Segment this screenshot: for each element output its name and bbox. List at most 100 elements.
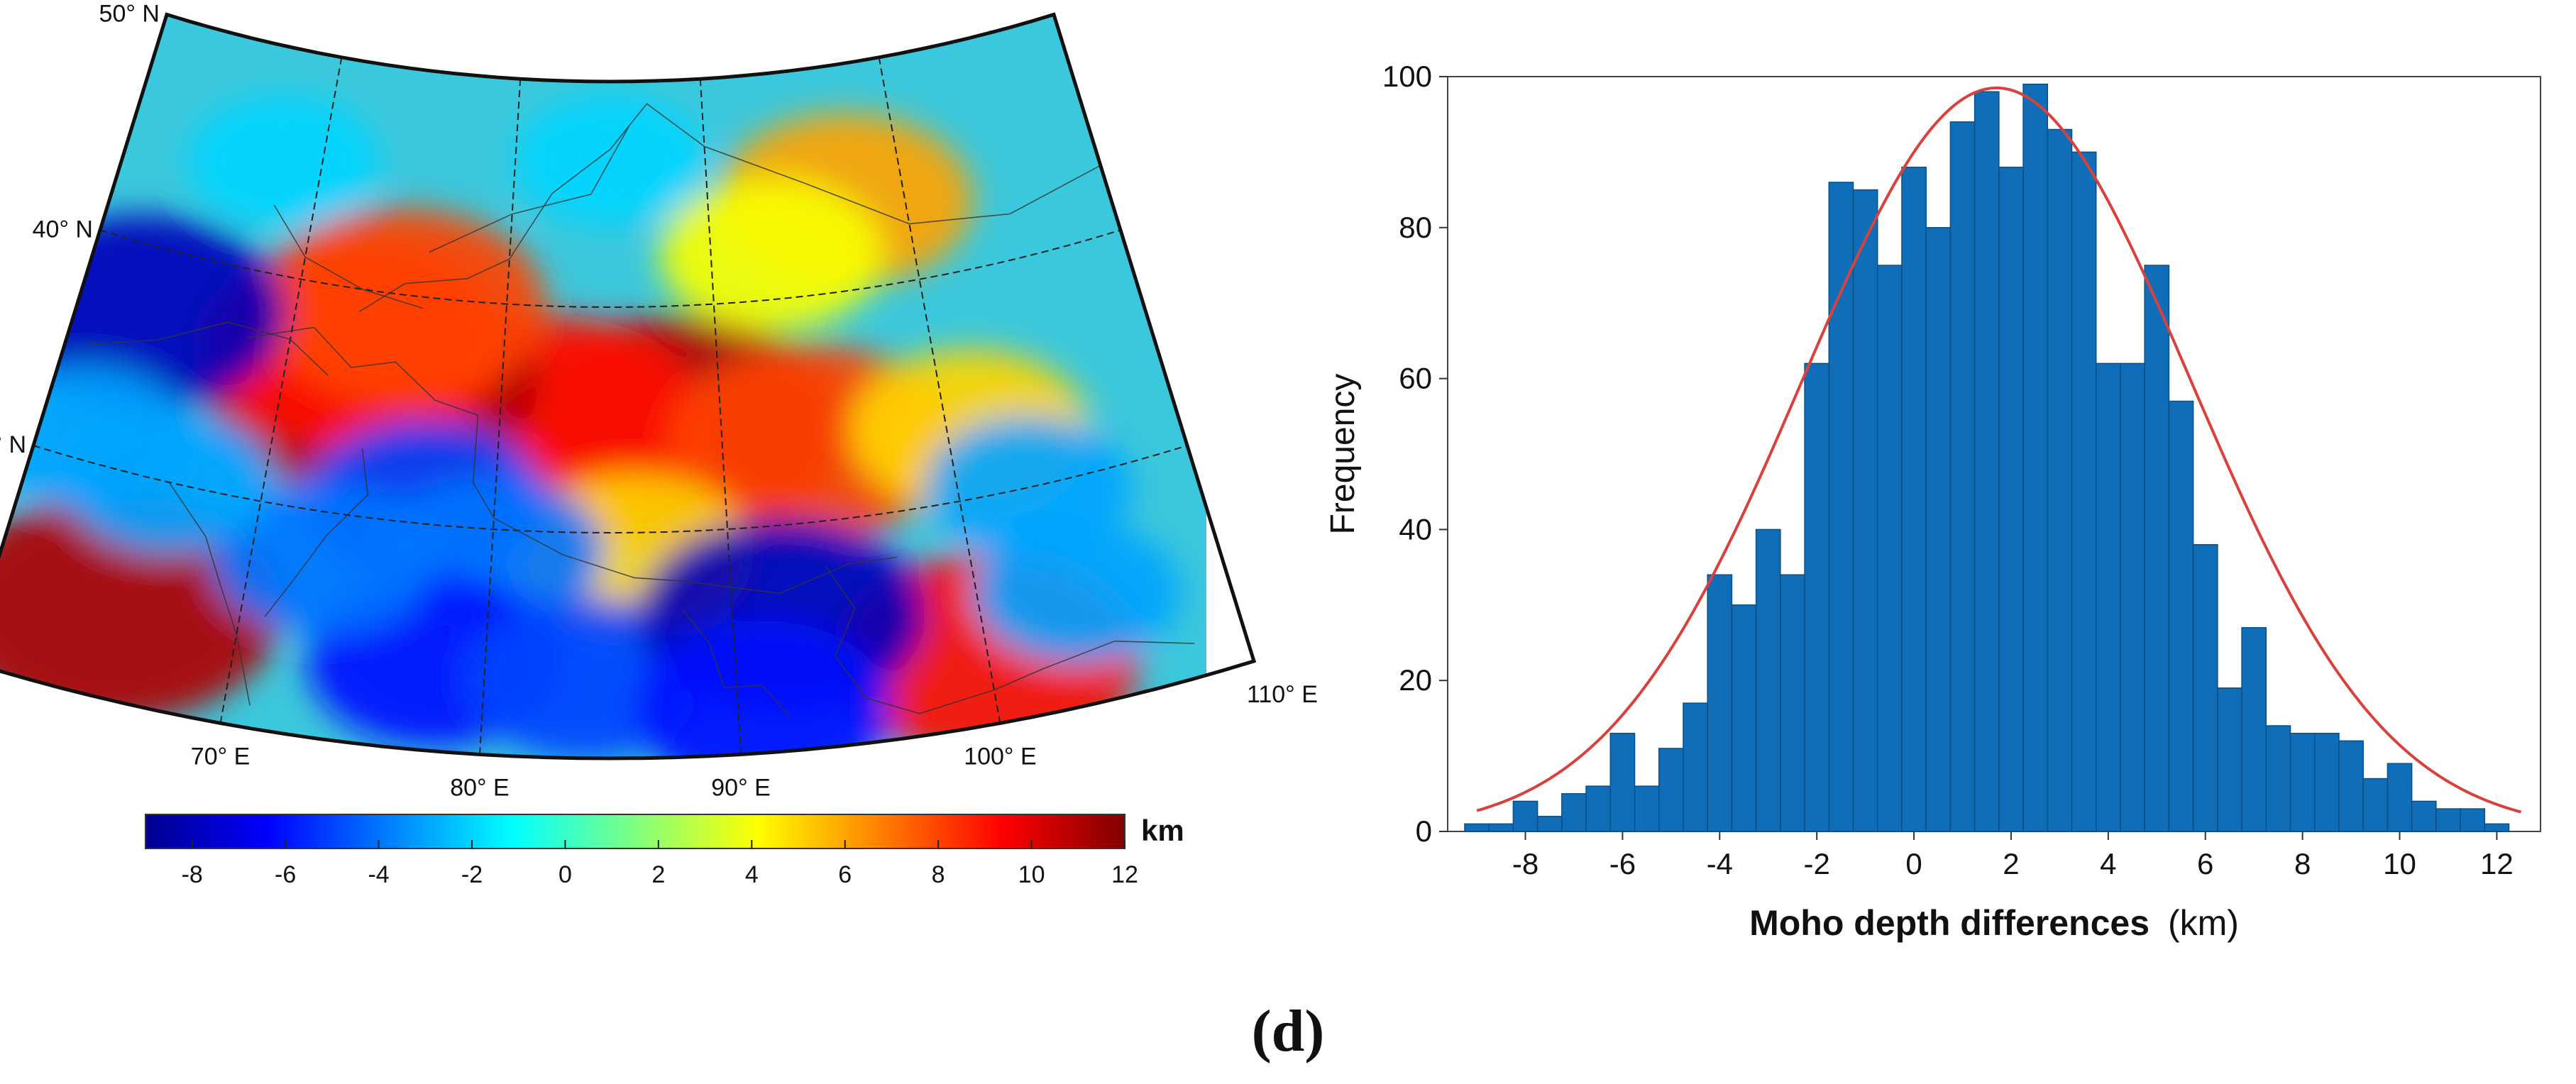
histogram-bar [1949, 121, 1976, 832]
colorbar-tick-label: 4 [745, 861, 759, 888]
histogram-bar [1876, 265, 1903, 832]
histogram-bar [2387, 763, 2413, 832]
map-anomaly [0, 494, 282, 723]
colorbar-tick-label: -2 [461, 861, 483, 888]
histogram-bar [1512, 800, 1539, 832]
histogram-bar [1683, 702, 1708, 832]
colorbar-tick-label: 8 [932, 861, 945, 888]
histogram-bar [2241, 626, 2267, 832]
colorbar-tick-label: -8 [182, 861, 203, 888]
colorbar-tick-label: 2 [651, 861, 665, 888]
histogram-x-ticks: -8 -6 -4 -2 0 2 4 6 8 10 12 [1512, 831, 2514, 880]
country-border [264, 448, 369, 617]
histogram-bar [2047, 128, 2073, 832]
histogram-bar [2338, 740, 2364, 832]
latitude-label: 50° N [99, 1, 160, 28]
colorbar-tick-label: 10 [1018, 861, 1045, 888]
histogram-bars [1464, 83, 2510, 832]
longitude-label: 70° E [191, 743, 251, 770]
histogram-y-ticks: 0 20 40 60 80 100 [1382, 60, 1448, 848]
map-anomaly [659, 178, 884, 331]
x-tick-label: -8 [1512, 847, 1539, 880]
x-axis-label-main: Moho depth differences [1749, 903, 2150, 943]
histogram-bar [2289, 732, 2316, 832]
y-tick-label: 40 [1399, 512, 1432, 546]
map-country-borders [87, 103, 1195, 718]
histogram-bar [2265, 725, 2291, 832]
histogram-bar [2071, 151, 2097, 832]
histogram-panel: -8 -6 -4 -2 0 2 4 6 8 10 12 0 20 40 60 80 100 Moho dept… [1324, 60, 2541, 943]
map-anomaly-field [0, 95, 1181, 758]
country-border [168, 482, 251, 706]
histogram-bar [1925, 227, 1952, 832]
x-tick-label: 10 [2383, 847, 2416, 880]
histogram-bar [2144, 265, 2170, 832]
histogram-bar [1536, 815, 1563, 832]
histogram-bar [2484, 823, 2510, 832]
x-tick-label: 4 [2100, 847, 2116, 880]
histogram-bar [2460, 808, 2486, 832]
y-tick-label: 100 [1382, 60, 1432, 93]
x-tick-label: 12 [2480, 847, 2514, 880]
map-latitude-labels: 50° N40° N30° N20° N [0, 1, 160, 459]
y-tick-label: 20 [1399, 663, 1432, 697]
histogram-bar [2362, 778, 2389, 832]
longitude-label: 100° E [964, 743, 1036, 770]
x-tick-label: -6 [1609, 847, 1636, 880]
country-border [246, 326, 898, 594]
histogram-bar [1707, 574, 1733, 832]
histogram-bar [1464, 823, 1490, 832]
x-tick-label: -4 [1707, 847, 1733, 880]
parallel-line [99, 229, 1121, 309]
histogram-y-axis-label: Frequency [1324, 374, 1362, 535]
latitude-label: 30° N [0, 431, 26, 458]
longitude-label: 90° E [711, 774, 771, 801]
histogram-bar [1804, 363, 1830, 832]
histogram-bar [2022, 83, 2049, 832]
y-tick-label: 60 [1399, 362, 1432, 395]
histogram-bar [1731, 604, 1757, 832]
histogram-bar [1901, 166, 1927, 832]
country-border [87, 321, 329, 376]
country-border [429, 126, 629, 253]
country-border [825, 565, 1195, 714]
histogram-bar [2192, 543, 2218, 832]
map-anomaly [636, 621, 892, 758]
histogram-bar [2411, 800, 2437, 832]
panel-caption: (d) [1251, 998, 1325, 1064]
colorbar-tick-label: 6 [838, 861, 852, 888]
map-colorbar: -8 -6 -4 -2 0 2 4 6 8 10 12 km [145, 814, 1184, 888]
colorbar-tick-label: -6 [275, 861, 296, 888]
longitude-label: 110° E [1247, 681, 1318, 708]
histogram-bar [1852, 189, 1878, 832]
histogram-bar [2313, 732, 2340, 832]
histogram-bar [1585, 785, 1612, 832]
histogram-bar [1609, 732, 1636, 832]
histogram-bar [1561, 793, 1587, 832]
histogram-bar [1780, 574, 1805, 832]
histogram-bar [1488, 823, 1514, 832]
colorbar-unit-label: km [1141, 814, 1184, 847]
histogram-bar [2095, 363, 2121, 832]
latitude-label: 40° N [33, 216, 93, 243]
colorbar-tick-label: 0 [558, 861, 572, 888]
y-tick-label: 0 [1416, 814, 1432, 848]
histogram-x-axis-label: Moho depth differences (km) [1749, 903, 2239, 943]
y-tick-label: 80 [1399, 211, 1432, 244]
colorbar-tick-label: -4 [368, 861, 389, 888]
x-axis-label-unit: (km) [2168, 903, 2239, 943]
country-border [683, 609, 791, 718]
parallel-line [33, 445, 1188, 534]
histogram-bar [2217, 687, 2242, 832]
colorbar-ticks: -8 -6 -4 -2 0 2 4 6 8 10 12 [182, 840, 1138, 888]
histogram-bar [1634, 785, 1660, 832]
map-anomaly [258, 208, 546, 404]
histogram-bar [1755, 529, 1781, 832]
histogram-bar [2120, 363, 2145, 832]
map-frame [0, 12, 1257, 761]
colorbar-tick-label: 12 [1111, 861, 1138, 888]
histogram-bar [1998, 166, 2024, 832]
histogram-bar [2435, 808, 2461, 832]
x-tick-label: 6 [2197, 847, 2213, 880]
